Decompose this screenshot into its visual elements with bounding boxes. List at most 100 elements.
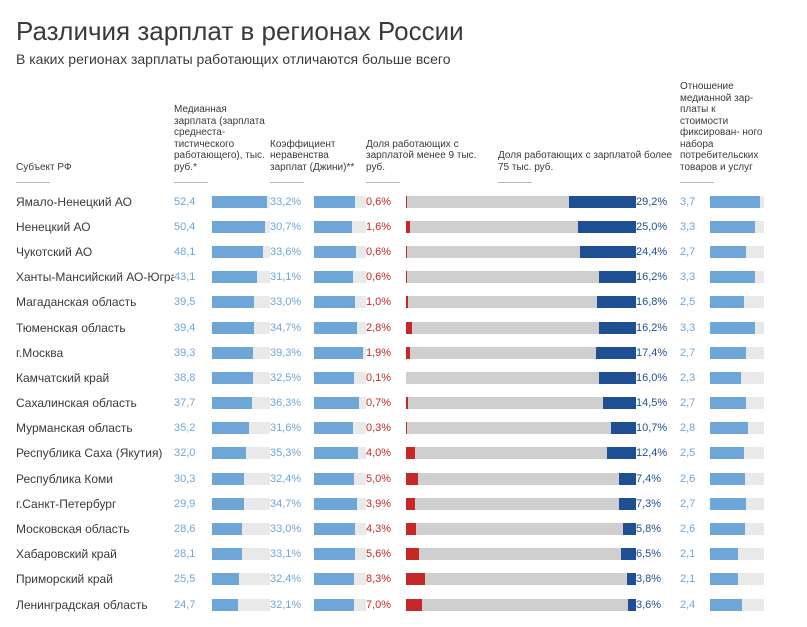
value-cell: 12,4% xyxy=(636,441,680,466)
bar-cell xyxy=(710,516,764,541)
table-row: Ямало-Ненецкий АО52,433,2%0,6%29,2%3,7 xyxy=(16,189,791,214)
value-cell: 39,3 xyxy=(174,340,212,365)
region-name: Мурманская область xyxy=(16,421,174,435)
bar-cell xyxy=(710,290,764,315)
region-name: г.Москва xyxy=(16,346,174,360)
value-cell: 3,8% xyxy=(636,567,680,592)
value-cell: 3,3 xyxy=(680,214,710,239)
value-cell: 10,7% xyxy=(636,416,680,441)
bar-cell xyxy=(314,365,366,390)
bar-cell xyxy=(710,315,764,340)
value-cell: 39,4 xyxy=(174,315,212,340)
bar-cell xyxy=(710,239,764,264)
region-name: Магаданская область xyxy=(16,295,174,309)
value-cell: 28,6 xyxy=(174,516,212,541)
value-cell: 25,0% xyxy=(636,214,680,239)
bar-cell xyxy=(710,592,764,617)
value-cell: 29,9 xyxy=(174,491,212,516)
value-cell: 2,8% xyxy=(366,315,406,340)
value-cell: 2,6 xyxy=(680,466,710,491)
value-cell: 0,3% xyxy=(366,416,406,441)
stacked-bar xyxy=(406,542,636,567)
value-cell: 2,4 xyxy=(680,592,710,617)
region-name: Хабаровский край xyxy=(16,547,174,561)
value-cell: 35,2 xyxy=(174,416,212,441)
stacked-bar xyxy=(406,265,636,290)
table-row: г.Санкт-Петербург29,934,7%3,9%7,3%2,7 xyxy=(16,491,791,516)
bar-cell xyxy=(212,239,270,264)
value-cell: 1,0% xyxy=(366,290,406,315)
bar-cell xyxy=(314,391,366,416)
table-row: Хабаровский край28,133,1%5,6%6,5%2,1 xyxy=(16,542,791,567)
bar-cell xyxy=(710,189,764,214)
stacked-bar xyxy=(406,416,636,441)
value-cell: 2,1 xyxy=(680,542,710,567)
value-cell: 7,3% xyxy=(636,491,680,516)
value-cell: 31,6% xyxy=(270,416,314,441)
table-row: Сахалинская область37,736,3%0,7%14,5%2,7 xyxy=(16,391,791,416)
stacked-bar xyxy=(406,214,636,239)
value-cell: 7,0% xyxy=(366,592,406,617)
bar-cell xyxy=(710,441,764,466)
bar-cell xyxy=(212,340,270,365)
region-name: Камчатский край xyxy=(16,371,174,385)
bar-cell xyxy=(212,265,270,290)
region-name: Московская область xyxy=(16,522,174,536)
value-cell: 0,6% xyxy=(366,265,406,290)
stacked-bar xyxy=(406,441,636,466)
region-name: г.Санкт-Петербург xyxy=(16,497,174,511)
region-name: Сахалинская область xyxy=(16,396,174,410)
value-cell: 34,7% xyxy=(270,315,314,340)
column-header: Субъект РФ xyxy=(16,162,174,184)
column-header: Доля работающих с зарплатой более 75 тыс… xyxy=(498,150,680,183)
bar-cell xyxy=(212,214,270,239)
region-name: Приморский край xyxy=(16,572,174,586)
bar-cell xyxy=(710,391,764,416)
bar-cell xyxy=(314,542,366,567)
value-cell: 16,2% xyxy=(636,265,680,290)
table-row: Мурманская область35,231,6%0,3%10,7%2,8 xyxy=(16,416,791,441)
stacked-bar xyxy=(406,391,636,416)
value-cell: 29,2% xyxy=(636,189,680,214)
region-name: Республика Коми xyxy=(16,472,174,486)
table-row: г.Москва39,339,3%1,9%17,4%2,7 xyxy=(16,340,791,365)
region-name: Ненецкий АО xyxy=(16,220,174,234)
bar-cell xyxy=(314,592,366,617)
region-name: Республика Саха (Якутия) xyxy=(16,446,174,460)
table-row: Московская область28,633,0%4,3%5,8%2,6 xyxy=(16,516,791,541)
page-subtitle: В каких регионах зарплаты работающих отл… xyxy=(16,51,791,67)
value-cell: 28,1 xyxy=(174,542,212,567)
column-header: Медианная зарплата (зарплата среднеста- … xyxy=(174,104,270,183)
stacked-bar xyxy=(406,592,636,617)
value-cell: 30,7% xyxy=(270,214,314,239)
bar-cell xyxy=(710,214,764,239)
value-cell: 31,1% xyxy=(270,265,314,290)
value-cell: 4,0% xyxy=(366,441,406,466)
value-cell: 35,3% xyxy=(270,441,314,466)
value-cell: 0,6% xyxy=(366,239,406,264)
stacked-bar xyxy=(406,290,636,315)
value-cell: 37,7 xyxy=(174,391,212,416)
value-cell: 1,9% xyxy=(366,340,406,365)
value-cell: 16,0% xyxy=(636,365,680,390)
value-cell: 0,6% xyxy=(366,189,406,214)
value-cell: 2,5 xyxy=(680,441,710,466)
value-cell: 33,6% xyxy=(270,239,314,264)
value-cell: 33,2% xyxy=(270,189,314,214)
bar-cell xyxy=(314,567,366,592)
value-cell: 2,1 xyxy=(680,567,710,592)
table-row: Ханты-Мансийский АО-Югра43,131,1%0,6%16,… xyxy=(16,265,791,290)
bar-cell xyxy=(212,542,270,567)
bar-cell xyxy=(314,340,366,365)
bar-cell xyxy=(212,189,270,214)
table-row: Республика Коми30,332,4%5,0%7,4%2,6 xyxy=(16,466,791,491)
value-cell: 1,6% xyxy=(366,214,406,239)
bar-cell xyxy=(710,567,764,592)
bar-cell xyxy=(314,441,366,466)
value-cell: 36,3% xyxy=(270,391,314,416)
value-cell: 30,3 xyxy=(174,466,212,491)
value-cell: 5,6% xyxy=(366,542,406,567)
value-cell: 32,5% xyxy=(270,365,314,390)
stacked-bar xyxy=(406,567,636,592)
value-cell: 33,1% xyxy=(270,542,314,567)
